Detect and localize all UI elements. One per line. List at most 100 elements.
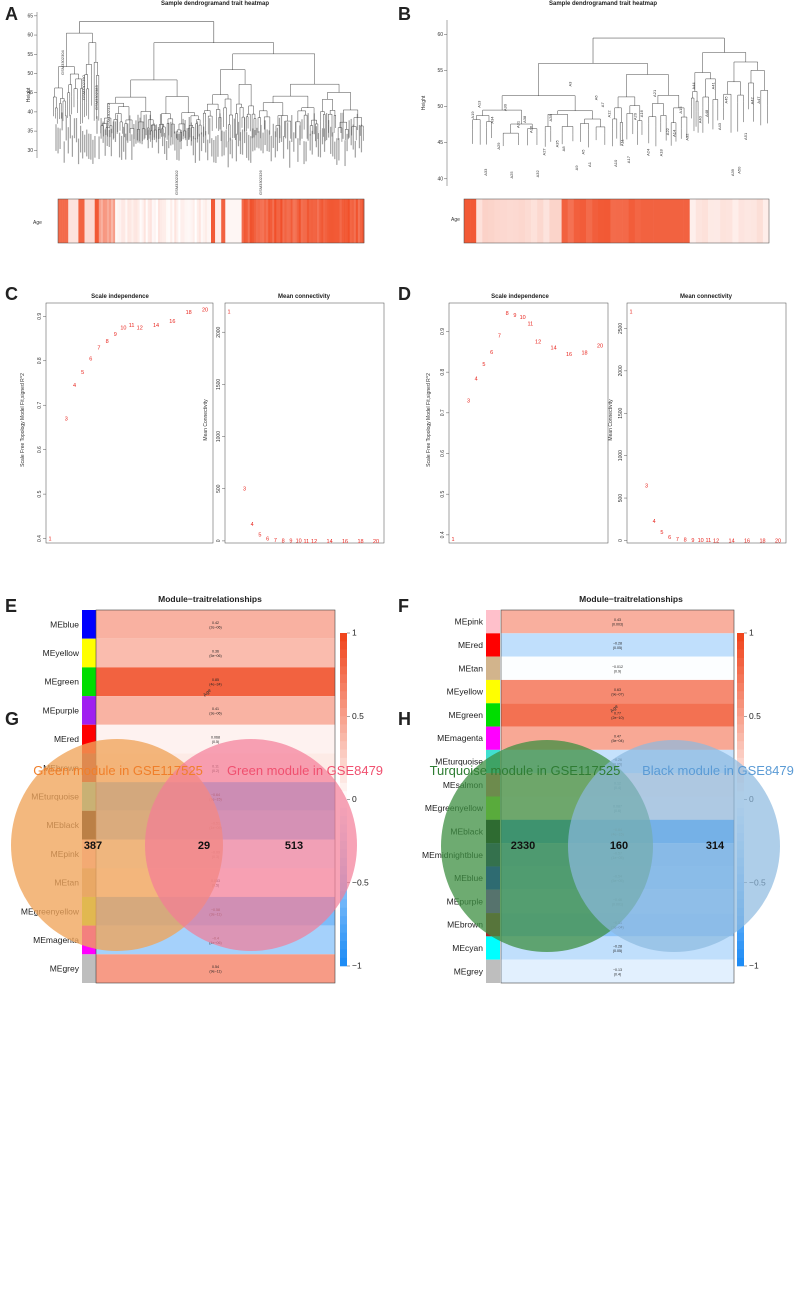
power-point: 14 xyxy=(153,323,159,329)
power-point: 14 xyxy=(729,538,735,544)
leaf-label: A38 xyxy=(522,115,527,123)
leaf-label: A29 xyxy=(496,142,501,150)
trait-cell xyxy=(200,199,204,243)
cell-value: 0.77 xyxy=(614,711,621,715)
module-label: MEmagenta xyxy=(437,733,483,743)
leaf-label-band xyxy=(323,128,326,152)
leaf-label: A14 xyxy=(672,129,677,137)
power-point: 10 xyxy=(120,325,126,331)
colorbar-step xyxy=(737,699,744,709)
trait-cell xyxy=(319,199,322,243)
leaf-label-band xyxy=(90,133,92,160)
panel-label-g: G xyxy=(5,709,19,729)
leaf-label: A30 xyxy=(503,103,508,111)
colorbar-step xyxy=(340,674,347,684)
trait-cell xyxy=(213,199,216,243)
module-swatch xyxy=(486,726,500,750)
leaf-label-band xyxy=(170,121,172,146)
leaf-label-band xyxy=(145,114,147,136)
leaf-label: A33 xyxy=(483,168,488,176)
module-label: MEgreen xyxy=(45,677,80,687)
leaf-label: A15 xyxy=(678,106,683,114)
leaf-label-band xyxy=(225,129,227,148)
colorbar-step xyxy=(737,707,744,717)
trait-cell xyxy=(567,199,575,243)
leaf-label-band xyxy=(262,132,264,154)
trait-cell xyxy=(634,199,642,243)
colorbar-step xyxy=(340,716,347,725)
trait-cell xyxy=(659,199,666,243)
trait-cell xyxy=(341,199,344,243)
colorbar-step xyxy=(737,649,744,659)
power-point: 20 xyxy=(775,538,781,544)
ytick-label: 60 xyxy=(27,33,33,39)
leaf-label-band xyxy=(227,141,229,168)
leaf-label-band xyxy=(61,112,63,131)
trait-cell xyxy=(168,199,171,243)
trait-cell xyxy=(689,199,697,243)
leaf-label-band xyxy=(332,132,334,157)
trait-cell xyxy=(671,199,678,243)
trait-cell xyxy=(610,199,617,243)
trait-cell xyxy=(300,199,304,243)
leaf-label-band xyxy=(196,121,199,143)
trait-cell xyxy=(278,199,281,243)
leaf-label-band xyxy=(190,122,192,146)
trait-cell xyxy=(109,199,112,243)
trait-cell xyxy=(247,199,251,243)
ytick-label: 500 xyxy=(618,494,624,503)
trait-cell xyxy=(111,199,114,243)
power-point: 10 xyxy=(520,315,526,321)
power-point: 5 xyxy=(81,370,84,376)
trait-cell xyxy=(98,199,102,243)
trait-cell xyxy=(66,199,69,243)
trait-cell xyxy=(750,199,758,243)
leaf-label-band xyxy=(217,134,219,157)
heat-cell xyxy=(501,703,734,727)
trait-cell xyxy=(219,199,222,243)
colorbar-label: −1 xyxy=(749,961,759,971)
trait-cell xyxy=(333,199,336,243)
module-swatch xyxy=(486,936,500,960)
trait-cell xyxy=(288,199,291,243)
leaf-label-band xyxy=(172,124,174,145)
leaf-label-band xyxy=(307,113,309,141)
ytick-label: 0.5 xyxy=(440,490,446,497)
panel-b-dendrogram: Sample dendrogramand trait heatmap Heigh… xyxy=(421,1,770,244)
power-point: 6 xyxy=(89,357,92,363)
leaf-label: A50 xyxy=(737,166,742,174)
cell-pvalue: (0.05) xyxy=(613,646,622,650)
trait-cell xyxy=(86,199,89,243)
colorbar-step xyxy=(340,916,347,925)
leaf-label: A32 xyxy=(535,169,540,177)
trait-cell xyxy=(127,199,130,243)
leaf-label-band xyxy=(77,138,80,165)
ytick-label: 45 xyxy=(437,140,443,146)
power-point: 7 xyxy=(676,537,679,543)
trait-cell xyxy=(121,199,124,243)
leaf-label-band xyxy=(162,123,164,147)
module-swatch xyxy=(486,959,500,983)
leaf-label-band xyxy=(194,138,196,163)
trait-cell xyxy=(58,199,61,243)
leaf-label-band xyxy=(289,140,291,168)
leaf-label: A45 xyxy=(724,96,729,104)
power-point: 8 xyxy=(282,538,285,544)
leaf-label: A13 xyxy=(477,100,482,108)
leaf-label-band xyxy=(166,140,168,161)
leaf-label-band xyxy=(149,114,151,135)
colorbar-step xyxy=(737,749,744,759)
trait-cell xyxy=(184,199,187,243)
trait-cell xyxy=(292,199,295,243)
power-point: 3 xyxy=(65,417,68,423)
power-point: 10 xyxy=(698,538,704,544)
trait-cell xyxy=(302,199,306,243)
module-label: MEmagenta xyxy=(33,935,79,945)
cell-pvalue: (0.05) xyxy=(613,949,622,953)
power-point: 14 xyxy=(327,539,333,545)
colorbar-step xyxy=(340,682,347,692)
power-point: 12 xyxy=(137,325,143,331)
trait-cell xyxy=(284,199,287,243)
leaf-label: A8 xyxy=(561,146,566,152)
panel-a-trait-heat xyxy=(58,199,365,243)
